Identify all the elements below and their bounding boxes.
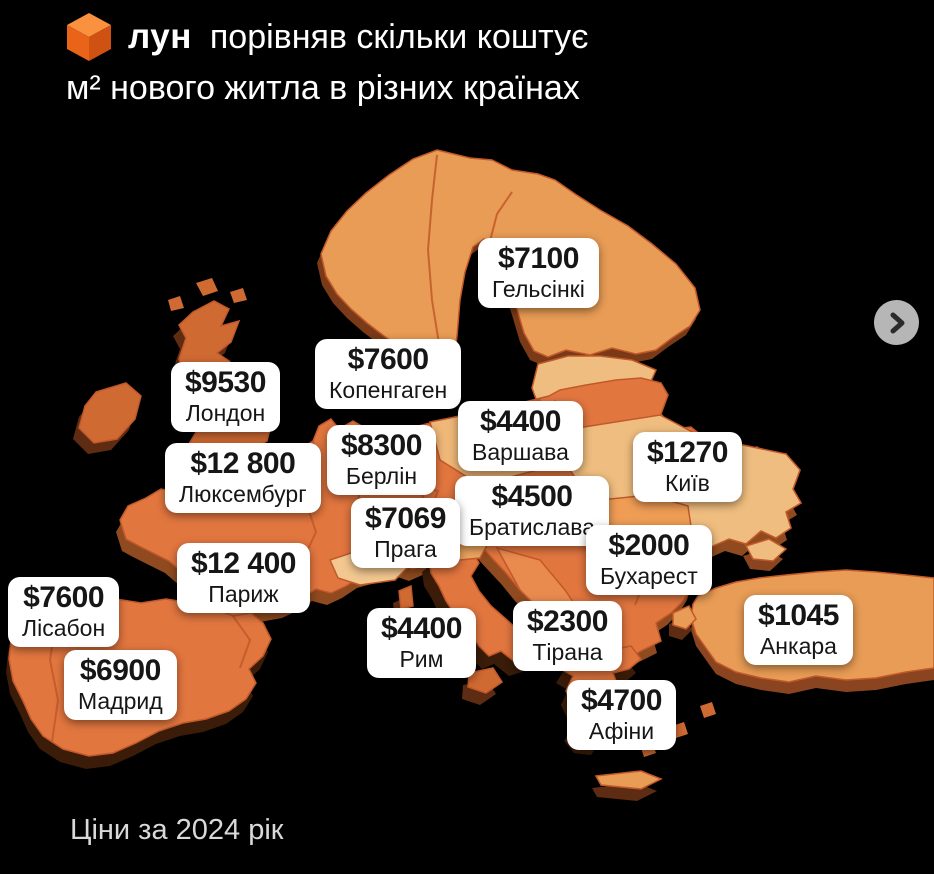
city-name: Люксембург: [179, 480, 307, 507]
price-value: $1270: [647, 436, 728, 469]
price-label-1: $7600 Копенгаген: [315, 339, 462, 410]
city-name: Бухарест: [600, 562, 698, 589]
city-name: Рим: [399, 645, 444, 672]
city-name: Гельсінкі: [492, 275, 585, 302]
price-value: $12 400: [191, 547, 296, 580]
brand-name: лун: [128, 17, 192, 56]
price-label-6: $12 800 Люксембург: [165, 443, 321, 514]
city-name: Копенгаген: [329, 376, 448, 403]
city-name: Варшава: [472, 438, 569, 465]
price-label-8: $7069 Прага: [351, 498, 460, 569]
price-label-7: $4500 Братислава: [455, 476, 610, 547]
title-line1: порівняв скільки коштує: [209, 17, 589, 56]
price-value: $7100: [497, 242, 579, 275]
city-name: Київ: [665, 469, 710, 496]
chevron-right-icon: [890, 312, 904, 333]
price-label-15: $6900 Мадрид: [64, 650, 177, 721]
city-name: Париж: [208, 580, 279, 607]
footer-caption: Ціни за 2024 рік: [70, 814, 284, 846]
header: лун порівняв скільки коштує м² нового жи…: [66, 12, 886, 108]
price-value: $7069: [365, 502, 446, 535]
price-label-5: $1270 Київ: [633, 432, 742, 503]
price-label-14: $1045 Анкара: [744, 595, 853, 666]
price-value: $6900: [79, 654, 161, 687]
lun-logo-cube-icon: [67, 13, 111, 61]
price-value: $1045: [758, 599, 839, 632]
price-value: $7600: [347, 343, 429, 376]
price-label-11: $7600 Лісабон: [8, 577, 120, 648]
price-label-3: $4400 Варшава: [458, 401, 583, 472]
price-value: $4400: [479, 405, 561, 438]
city-name: Лісабон: [22, 614, 106, 641]
city-name: Тірана: [532, 638, 603, 665]
price-label-9: $2000 Бухарест: [586, 525, 712, 596]
price-value: $2000: [608, 529, 690, 562]
price-value: $4700: [581, 684, 662, 717]
next-button[interactable]: [874, 300, 919, 345]
price-value: $4500: [491, 480, 573, 513]
price-value: $7600: [23, 581, 105, 614]
city-name: Анкара: [759, 632, 837, 659]
city-name: Лондон: [185, 399, 266, 426]
city-name: Афіни: [588, 717, 655, 744]
price-label-0: $7100 Гельсінкі: [478, 238, 599, 309]
price-value: $8300: [341, 429, 422, 462]
city-name: Мадрид: [78, 687, 163, 714]
price-label-13: $4400 Рим: [367, 608, 476, 679]
city-name: Прага: [374, 535, 437, 562]
price-label-16: $4700 Афіни: [567, 680, 676, 751]
city-name: Берлін: [345, 462, 418, 489]
price-value: $4400: [381, 612, 462, 645]
price-value: $2300: [527, 605, 608, 638]
city-name: Братислава: [469, 513, 596, 540]
price-label-2: $9530 Лондон: [171, 362, 280, 433]
price-label-12: $2300 Тірана: [513, 601, 622, 672]
price-label-10: $12 400 Париж: [177, 543, 310, 614]
title-line2: м² нового житла в різних країнах: [66, 69, 580, 107]
price-value: $12 800: [190, 447, 296, 480]
price-value: $9530: [185, 366, 266, 399]
price-label-4: $8300 Берлін: [327, 425, 436, 496]
